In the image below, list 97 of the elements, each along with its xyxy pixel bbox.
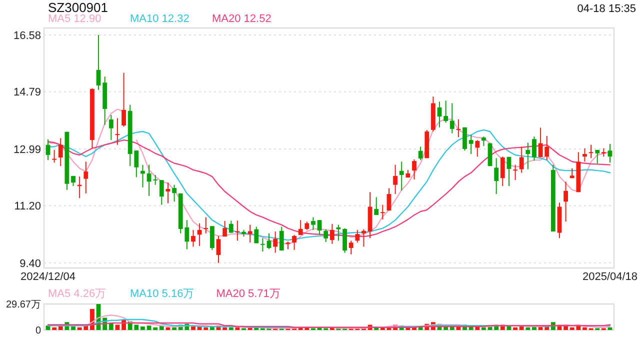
candlestick [488,142,492,167]
bar [115,324,120,330]
candlestick [532,136,536,162]
candlestick [311,216,316,230]
candlestick [513,164,518,181]
candlestick [348,240,354,255]
candlestick [298,220,303,236]
candlestick [450,102,454,134]
candlestick [462,126,467,152]
text: 04-18 15:35 [577,3,636,15]
candlestick [494,158,499,195]
candlestick [336,224,341,242]
candlestick [393,164,398,195]
candlestick [58,138,63,167]
candlestick [235,220,240,242]
candlestick [342,228,347,254]
candlestick [595,149,600,164]
bar [191,326,196,330]
candlestick [122,72,126,128]
candlestick [386,188,392,212]
candlestick [248,224,252,244]
y-tick-label: 29.67万 [6,300,41,310]
candlestick [204,216,208,234]
chart-title: SZ300901 [48,0,108,15]
candlestick [526,142,530,170]
candlestick [444,100,448,124]
candlestick [468,134,474,155]
y-tick-label: 0 [35,326,42,336]
bar [482,327,486,330]
candlestick [84,161,88,194]
candlestick [254,226,259,244]
candlestick [582,148,587,162]
candlestick [355,229,360,244]
candlestick [266,232,272,250]
bar [526,327,530,330]
bar [222,327,228,330]
candlestick [96,34,101,90]
candlestick [362,228,366,248]
candlestick [412,158,416,180]
candlestick [418,146,423,161]
candlestick [374,196,379,216]
bar [146,326,152,330]
candlestick [456,118,461,138]
series-label: MA5 4.26万 [48,288,106,300]
candlestick [191,229,196,248]
y-tick-label: 11.20 [14,200,41,213]
candlestick [475,140,480,158]
y-tick-label: 12.99 [13,144,41,156]
bar [108,322,114,330]
bar [71,326,76,330]
candlestick [399,161,404,192]
candlestick [500,156,505,187]
bar [513,327,518,330]
bar [153,327,158,330]
candlestick [159,180,164,206]
candlestick [544,135,550,161]
y-tick-label: 16.58 [13,30,41,42]
bar [582,327,587,330]
bar [140,326,145,330]
y-tick-label: 9.40 [20,258,41,270]
x-tick-label: 2025/04/18 [582,271,638,283]
candlestick [506,156,512,187]
candlestick [108,114,114,141]
bar [172,327,176,330]
candlestick [519,146,524,174]
bar [519,326,524,330]
candlestick [216,235,221,264]
candlestick [292,234,296,250]
candlestick [197,222,202,247]
bar [52,327,57,330]
text: MA10 12.32 [130,13,190,25]
candlestick [538,127,543,158]
candlestick [228,220,234,234]
series-label: MA10 5.16万 [130,288,194,300]
candlestick [273,230,278,254]
candlestick [380,204,385,220]
text: MA20 12.52 [212,13,272,25]
candlestick [222,220,228,238]
candlestick [210,226,214,250]
x-tick-label: 2024/12/04 [20,271,76,283]
candlestick [608,143,612,164]
text: MA20 5.71万 [216,288,280,300]
candlestick [330,223,334,244]
candlestick [279,226,284,252]
candlestick [324,228,328,242]
bar [235,327,240,330]
text: MA5 12.90 [48,13,102,25]
candlestick [588,144,594,159]
candlestick [564,181,568,222]
candlestick [317,220,322,236]
y-tick-label: 14.79 [13,86,41,99]
candlestick [52,149,57,164]
bar [228,327,234,330]
candlestick [260,238,265,252]
candlestick [482,136,486,147]
candlestick [153,174,158,186]
candlestick [172,184,176,202]
